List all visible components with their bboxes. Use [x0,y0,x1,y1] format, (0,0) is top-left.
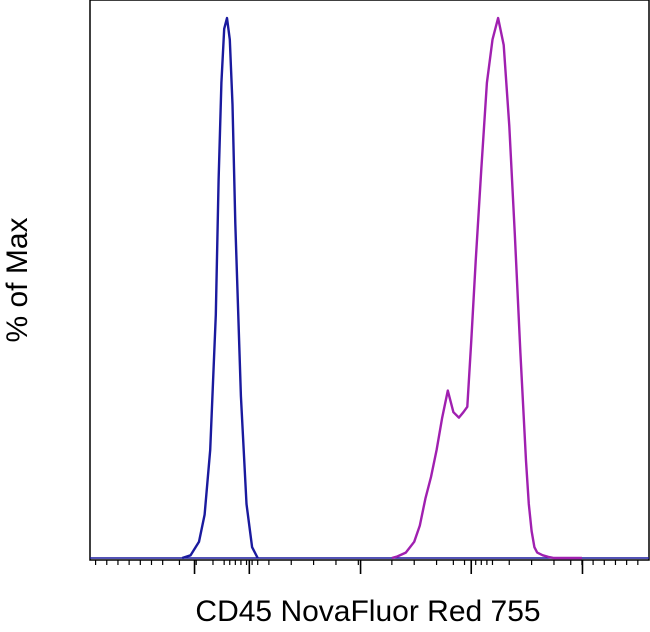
series-layer [181,16,582,560]
x-axis-ticks [94,560,639,574]
series-line-1 [391,16,582,560]
x-axis-label: CD45 NovaFluor Red 755 [195,595,540,628]
series-line-0 [181,16,259,560]
plot-frame [89,0,650,561]
y-axis-label: % of Max [1,217,34,342]
